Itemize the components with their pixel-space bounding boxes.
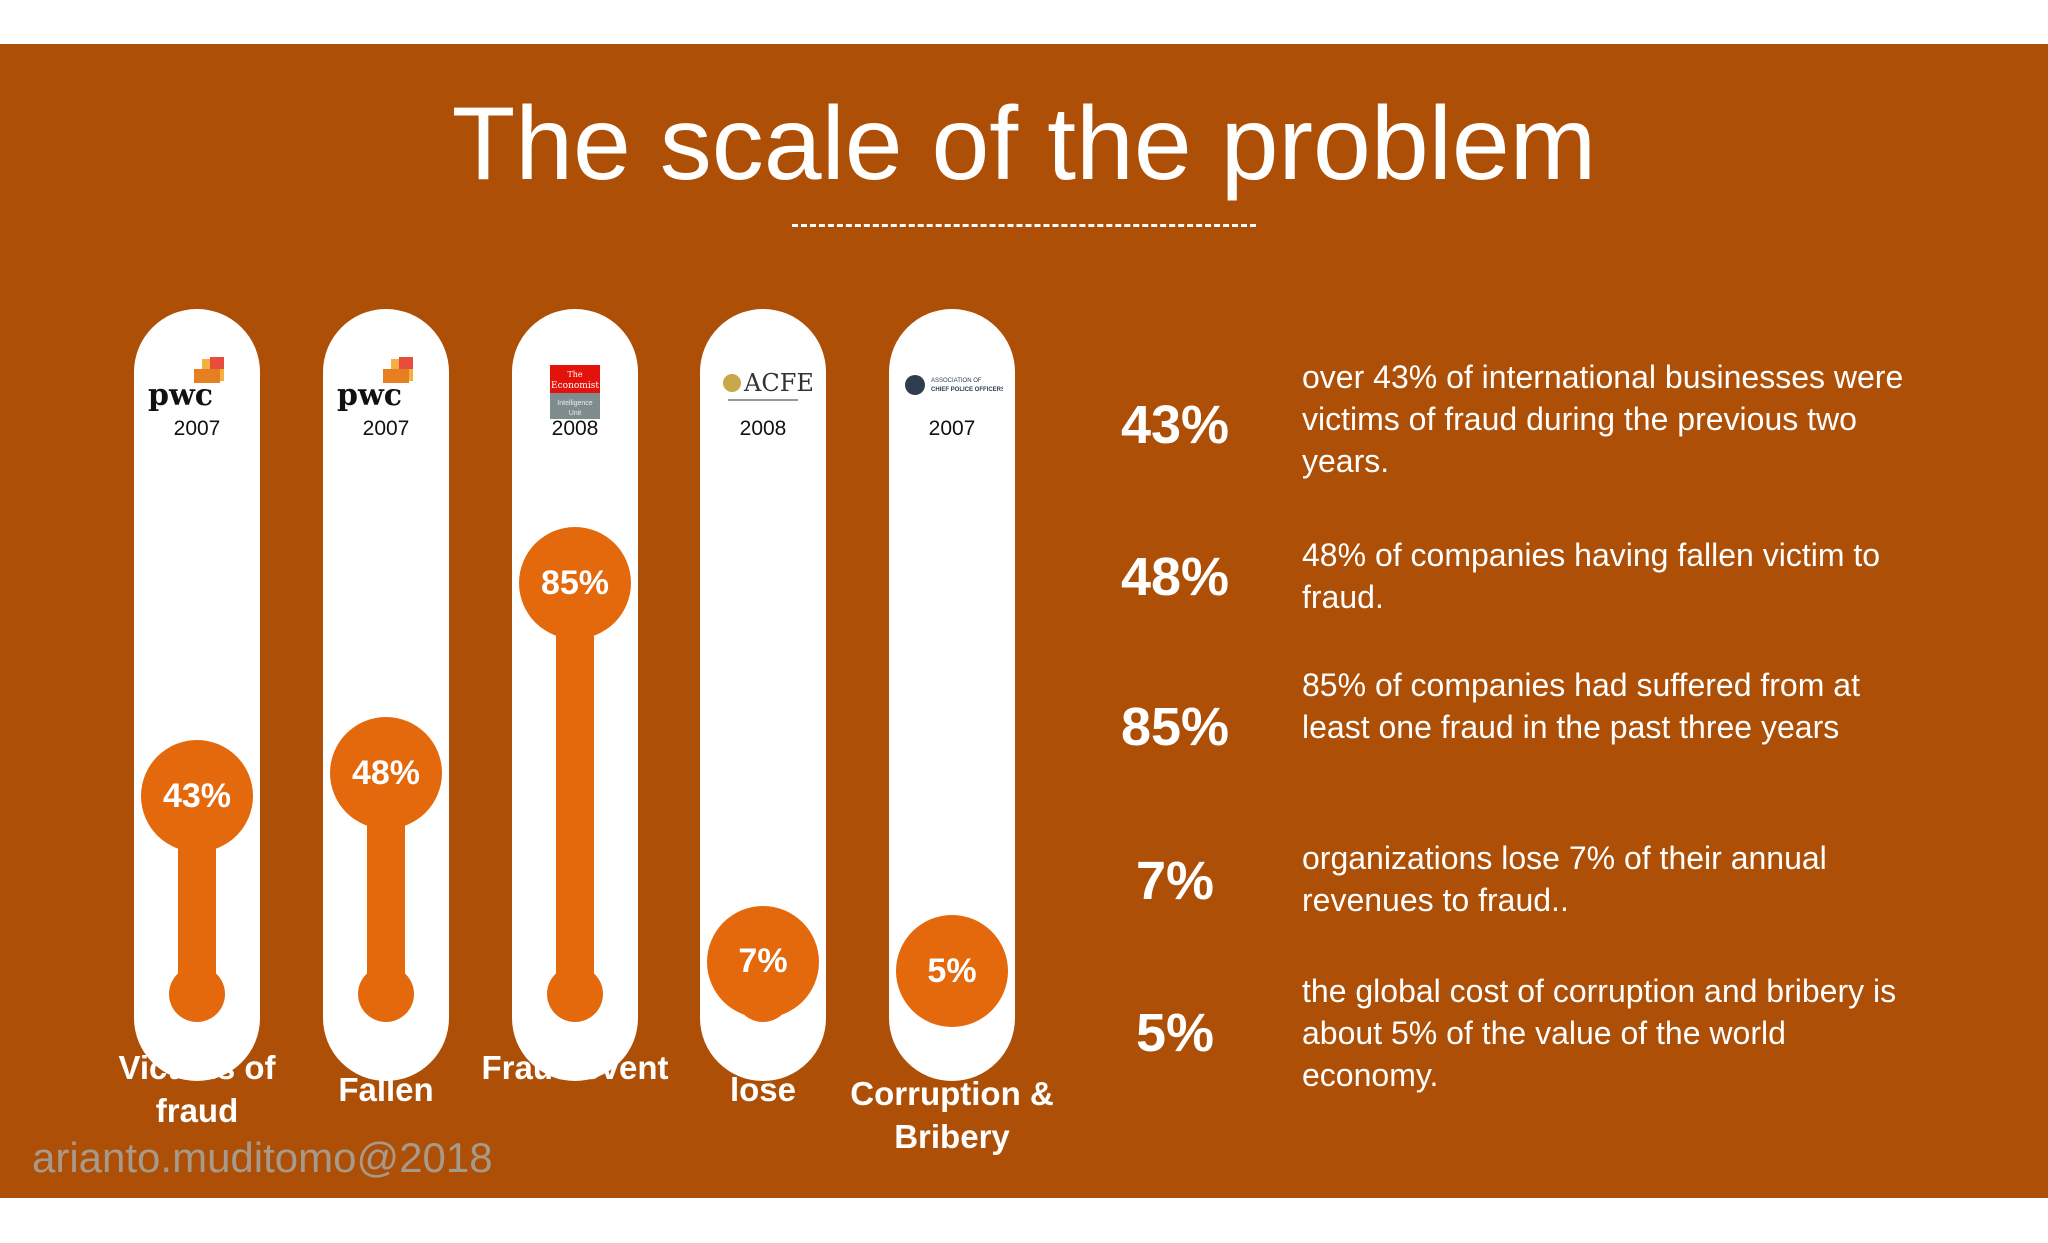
- svg-text:ACFE: ACFE: [743, 369, 814, 397]
- thermometer-stem: [556, 583, 594, 994]
- svg-text:Economist: Economist: [551, 381, 599, 391]
- source-logo: ACFE: [712, 355, 814, 411]
- category-label: Corruption & Bribery: [850, 1075, 1054, 1155]
- source-logo: The Economist Intelligence Unit: [524, 365, 626, 421]
- svg-text:CHIEF POLICE OFFICERS: CHIEF POLICE OFFICERS: [931, 387, 1003, 393]
- fact-value: 7%: [1135, 851, 1215, 911]
- fact-value: 85%: [1120, 697, 1230, 757]
- value-label: 43%: [141, 740, 253, 853]
- year-label: 2008: [551, 417, 599, 440]
- category-label: Victims of fraud: [118, 1049, 276, 1129]
- svg-text:The: The: [567, 370, 582, 379]
- value-label: 85%: [519, 527, 631, 640]
- value-label: 7%: [707, 905, 819, 1018]
- year-label: 2007: [362, 417, 410, 440]
- slide-title: The scale of the problem: [451, 86, 1597, 202]
- fact-text: the global cost of corruption and briber…: [1302, 973, 1897, 1093]
- source-logo: pwc: [146, 355, 248, 413]
- source-logo: ASSOCIATION OF CHIEF POLICE OFFICERS: [901, 355, 1005, 411]
- value-label: 48%: [330, 717, 442, 830]
- fact-value: 43%: [1120, 395, 1230, 455]
- svg-text:pwc: pwc: [148, 378, 213, 411]
- year-label: 2008: [739, 417, 787, 440]
- source-logo: pwc: [335, 355, 437, 413]
- author-credit: arianto.muditomo@2018: [32, 1134, 493, 1181]
- thermometer-bulb: [547, 966, 603, 1022]
- category-label: Fraud event: [481, 1049, 669, 1086]
- svg-text:pwc: pwc: [337, 378, 402, 411]
- svg-text:Unit: Unit: [569, 410, 582, 417]
- category-label: Fallen: [338, 1071, 434, 1108]
- value-label: 5%: [896, 915, 1008, 1027]
- fact-text: organizations lose 7% of their annual re…: [1302, 840, 1827, 918]
- thermometer-bulb: [169, 966, 225, 1022]
- fact-value: 48%: [1120, 547, 1230, 607]
- fact-text: 85% of companies had suffered from at le…: [1302, 667, 1860, 745]
- svg-text:Intelligence: Intelligence: [557, 400, 593, 407]
- fact-text: 48% of companies having fallen victim to…: [1302, 537, 1881, 615]
- fact-text: over 43% of international businesses wer…: [1302, 359, 1904, 479]
- year-label: 2007: [173, 417, 221, 440]
- fact-value: 5%: [1135, 1003, 1215, 1063]
- category-label: lose: [729, 1071, 797, 1108]
- title-divider: [792, 224, 1256, 227]
- thermometer-bulb: [358, 966, 414, 1022]
- year-label: 2007: [928, 417, 976, 440]
- slide: The scale of the problem pwc 2007 43% Victi…: [0, 44, 2048, 1198]
- svg-text:ASSOCIATION OF: ASSOCIATION OF: [931, 378, 982, 384]
